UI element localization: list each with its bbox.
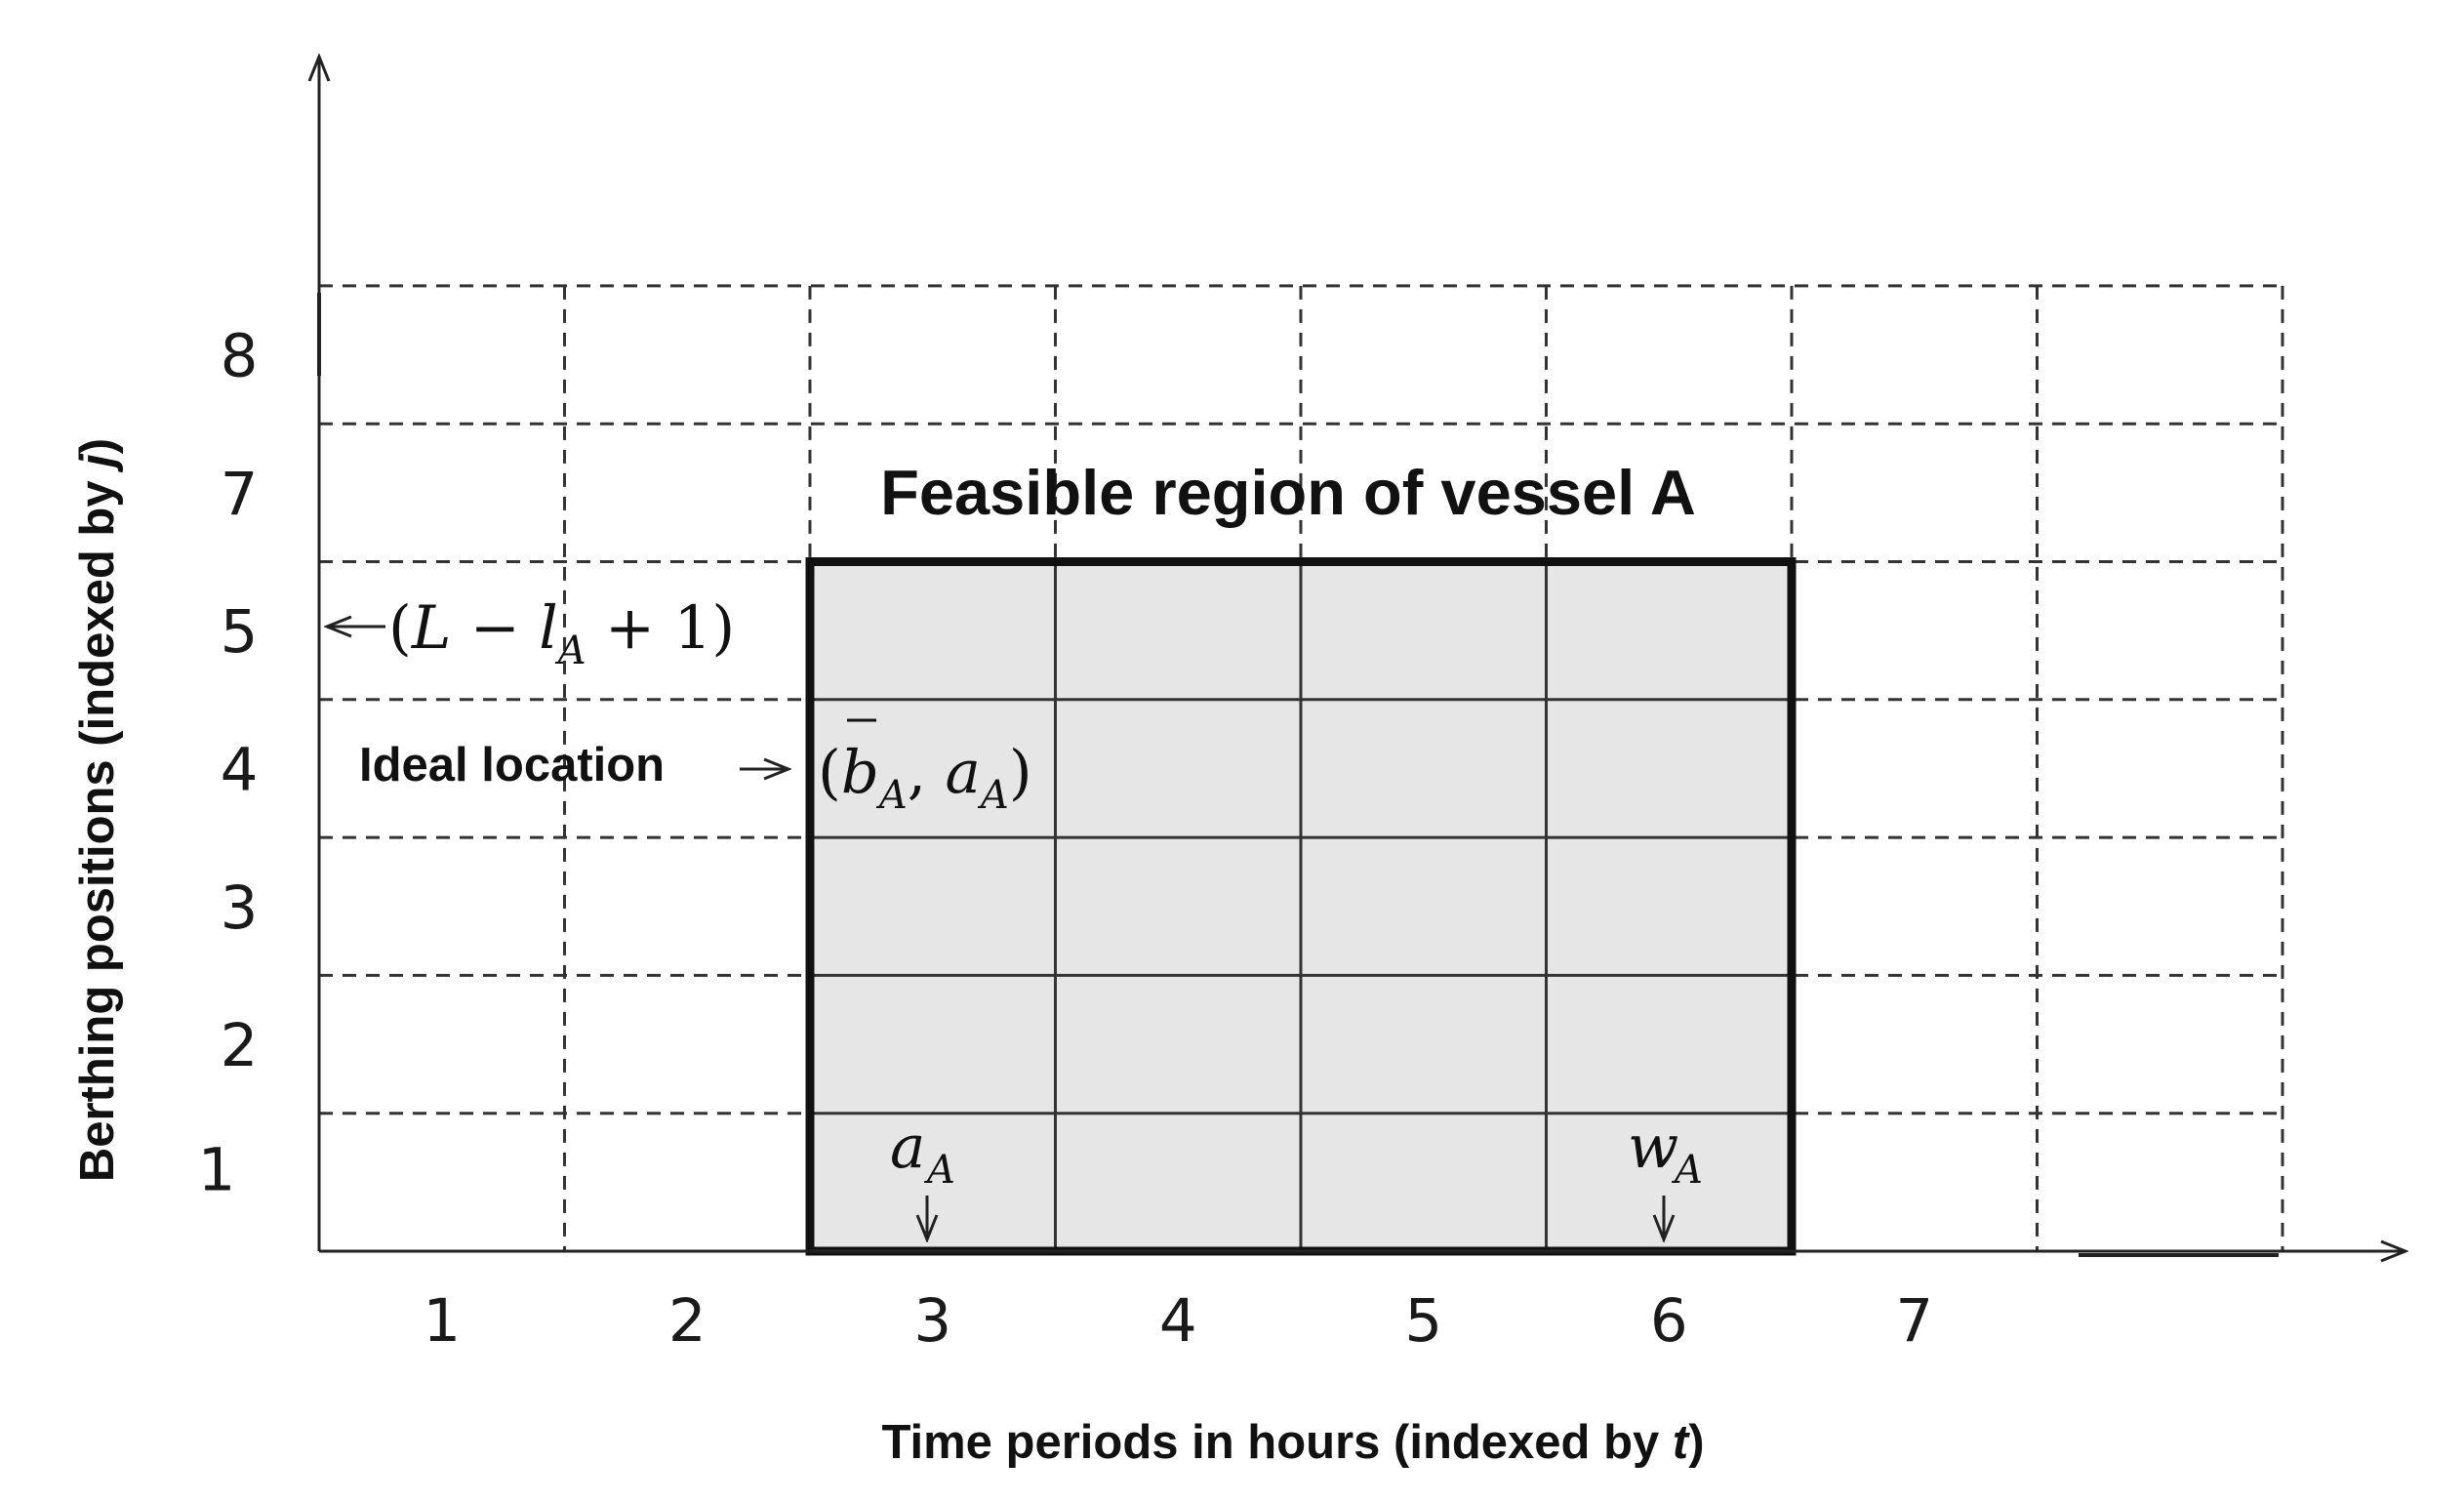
y-tick-label: 8	[221, 322, 259, 391]
y-tick-label: 5	[221, 597, 259, 667]
svg-text:(bA, aA): (bA, aA)	[818, 738, 1032, 818]
axes	[319, 57, 2405, 1255]
y-tick-label: 7	[221, 460, 259, 529]
x-tick-label: 6	[1650, 1286, 1688, 1356]
arrival-annotation: a A	[890, 1113, 955, 1239]
departure-annotation: w A	[1628, 1113, 1703, 1239]
upper-bound-annotation: (L − lA + 1)	[327, 593, 735, 673]
y-tick-label: 1	[198, 1135, 236, 1204]
svg-text:(L − lA + 1): (L − lA + 1)	[388, 593, 735, 673]
y-tick-label: 3	[221, 873, 259, 943]
x-tick-label: 4	[1159, 1286, 1197, 1356]
x-tick-label: 5	[1404, 1286, 1442, 1356]
svg-text:A: A	[1671, 1148, 1703, 1193]
feasible-region-cells	[810, 561, 1792, 1251]
svg-text:a: a	[890, 1113, 925, 1182]
x-tick-label: 1	[423, 1286, 461, 1356]
region-title: Feasible region of vessel A	[880, 457, 1696, 528]
x-axis-title: Time periods in hours (indexed by t)	[881, 1416, 1704, 1469]
y-tick-labels: 1 2 3 4 5 7 8	[198, 322, 259, 1205]
svg-text:Ideal location: Ideal location	[359, 739, 665, 792]
y-tick-label: 2	[221, 1011, 259, 1080]
y-tick-label: 4	[221, 735, 259, 804]
x-tick-labels: 1 2 3 4 5 6 7	[423, 1286, 1933, 1356]
ideal-location-annotation: Ideal location (bA, aA)	[359, 718, 1032, 818]
x-tick-label: 3	[913, 1286, 951, 1356]
svg-text:A: A	[923, 1148, 955, 1193]
svg-text:w: w	[1628, 1113, 1678, 1182]
x-tick-label: 2	[668, 1286, 707, 1356]
x-tick-label: 7	[1895, 1286, 1933, 1356]
y-axis-title: Berthing positions (indexed by j)	[71, 438, 124, 1182]
